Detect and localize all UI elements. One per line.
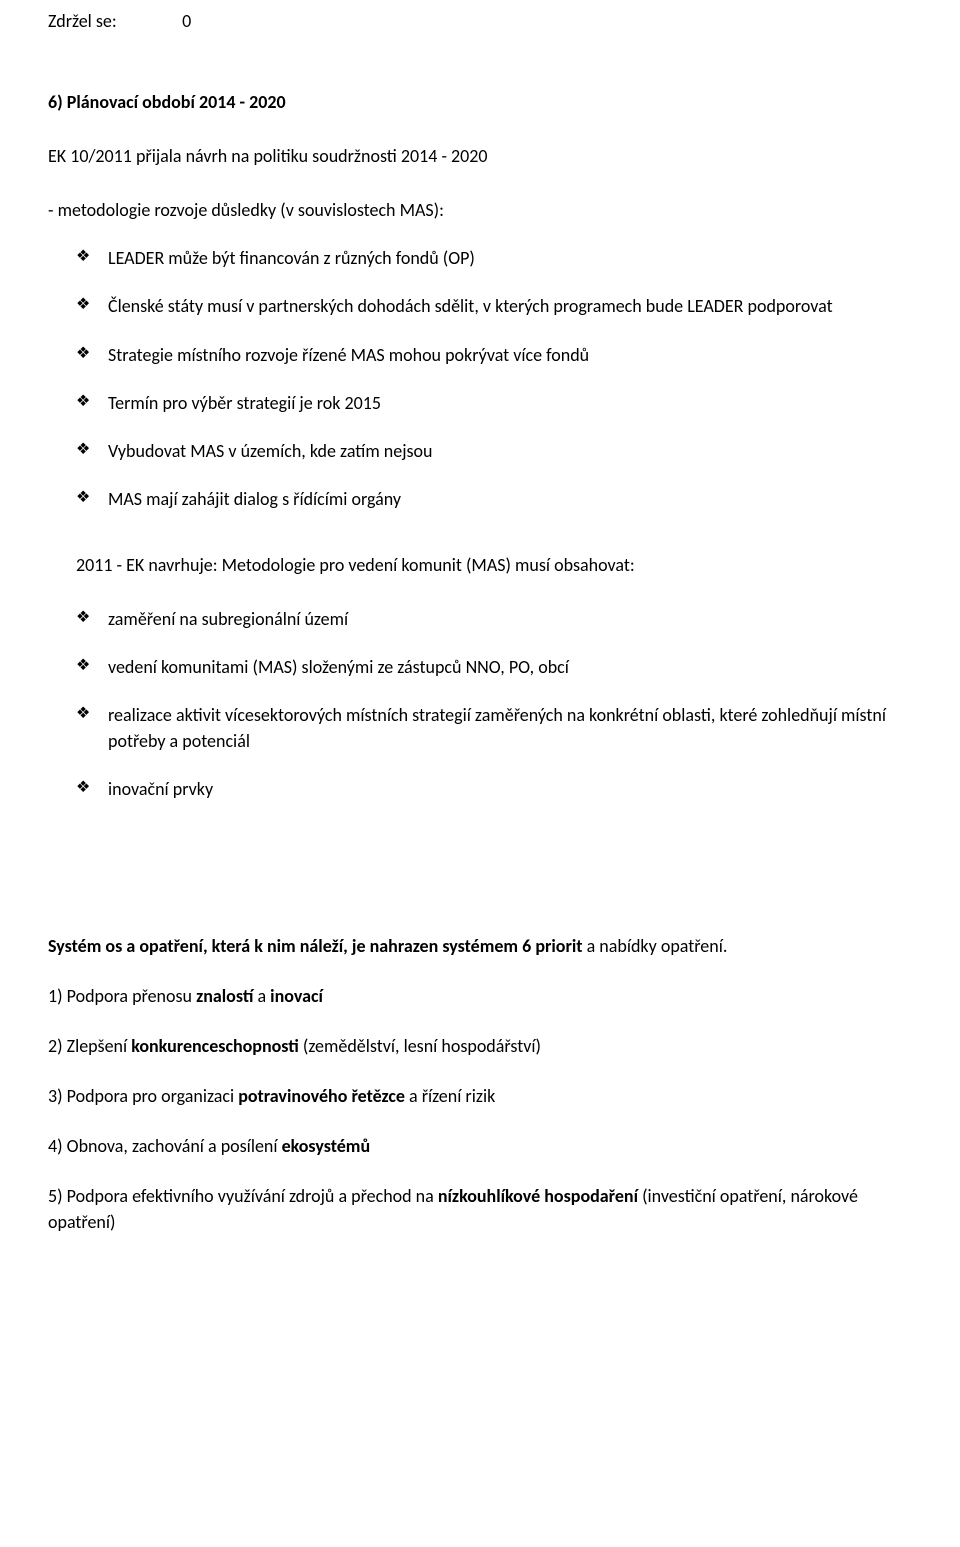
priority-pre: 3) Podpora pro organizaci <box>48 1085 238 1107</box>
priority-mid: a <box>253 985 270 1007</box>
priority-bold: ekosystémů <box>282 1135 371 1157</box>
list-item: zaměření na subregionální území <box>76 606 912 632</box>
list-item: Termín pro výběr strategií je rok 2015 <box>76 390 912 416</box>
priority-item-3: 3) Podpora pro organizaci potravinového … <box>48 1083 912 1109</box>
priority-item-1: 1) Podpora přenosu znalostí a inovací <box>48 983 912 1009</box>
priority-item-2: 2) Zlepšení konkurenceschopnosti (zemědě… <box>48 1033 912 1059</box>
spacer <box>48 843 912 933</box>
priorities-intro-bold: 6 priorit <box>522 935 582 957</box>
priority-bold: potravinového řetězce <box>238 1085 405 1107</box>
vote-abstain-line: Zdržel se: 0 <box>48 8 912 34</box>
priority-pre: 1) Podpora přenosu <box>48 985 196 1007</box>
priority-bold: znalostí <box>196 985 253 1007</box>
priority-item-5: 5) Podpora efektivního využívání zdrojů … <box>48 1183 912 1235</box>
abstain-label: Zdržel se: <box>48 8 178 34</box>
priority-pre: 2) Zlepšení <box>48 1035 131 1057</box>
list-item: LEADER může být financován z různých fon… <box>76 245 912 271</box>
priority-item-4: 4) Obnova, zachování a posílení ekosysté… <box>48 1133 912 1159</box>
priority-pre: 4) Obnova, zachování a posílení <box>48 1135 282 1157</box>
abstain-value: 0 <box>182 10 191 32</box>
bullet-list-2: zaměření na subregionální území vedení k… <box>76 606 912 802</box>
priorities-intro-pre: Systém os a opatření, která k nim náleží… <box>48 935 522 957</box>
priorities-intro: Systém os a opatření, která k nim náleží… <box>48 933 912 959</box>
priority-bold2: inovací <box>270 985 323 1007</box>
priority-pre: 5) Podpora efektivního využívání zdrojů … <box>48 1185 438 1207</box>
list-item: MAS mají zahájit dialog s řídícími orgán… <box>76 486 912 512</box>
section-heading: 6) Plánovací období 2014 - 2020 <box>48 89 912 115</box>
priority-post: (zemědělství, lesní hospodářství) <box>299 1035 541 1057</box>
list-item: Strategie místního rozvoje řízené MAS mo… <box>76 342 912 368</box>
list-item: realizace aktivit vícesektorových místní… <box>76 702 912 754</box>
priorities-intro-post: a nabídky opatření. <box>583 935 728 957</box>
list-item: Vybudovat MAS v územích, kde zatím nejso… <box>76 438 912 464</box>
priority-mid: a řízení rizik <box>405 1085 495 1107</box>
bullet-list-1: LEADER může být financován z různých fon… <box>76 245 912 512</box>
list-item: Členské státy musí v partnerských dohodá… <box>76 293 912 319</box>
sub-intro: 2011 - EK navrhuje: Metodologie pro vede… <box>76 552 912 578</box>
priority-bold: konkurenceschopnosti <box>131 1035 299 1057</box>
list-item: inovační prvky <box>76 776 912 802</box>
list-item: vedení komunitami (MAS) složenými ze zás… <box>76 654 912 680</box>
intro-line-1: EK 10/2011 přijala návrh na politiku sou… <box>48 143 912 169</box>
priority-bold: nízkouhlíkové hospodaření <box>438 1185 638 1207</box>
intro-line-2: - metodologie rozvoje důsledky (v souvis… <box>48 197 912 223</box>
